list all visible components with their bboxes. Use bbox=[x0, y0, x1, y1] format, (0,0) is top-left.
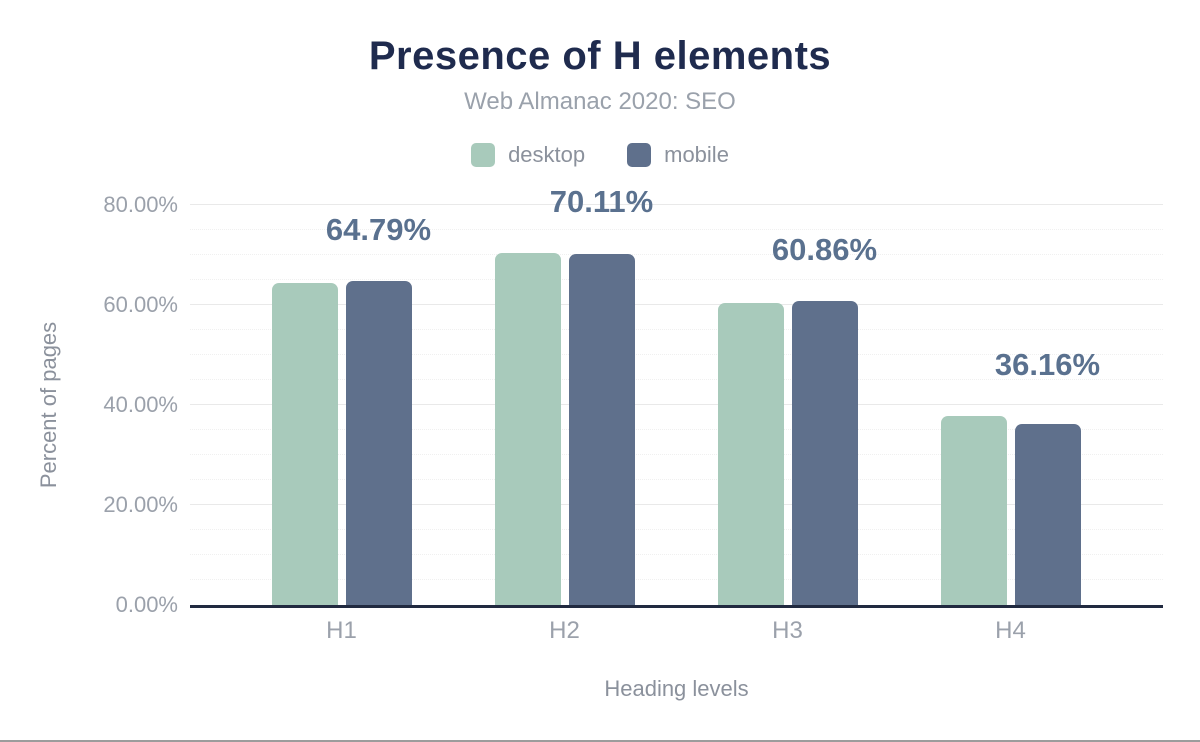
gridline-major-20 bbox=[190, 504, 1163, 505]
x-tick-h3: H3 bbox=[772, 617, 803, 644]
legend-label: desktop bbox=[508, 142, 586, 167]
bar-mobile-h3[interactable] bbox=[791, 300, 858, 605]
x-tick-h1: H1 bbox=[326, 617, 357, 644]
gridline-minor-65 bbox=[190, 279, 1163, 280]
chart-subtitle: Web Almanac 2020: SEO bbox=[464, 88, 736, 115]
bar-group-h4: 36.16% bbox=[899, 205, 1122, 605]
gridline-minor-70 bbox=[190, 254, 1163, 255]
gridline-minor-5 bbox=[190, 579, 1163, 580]
legend-item-desktop: desktop bbox=[471, 142, 585, 168]
gridline-minor-75 bbox=[190, 229, 1163, 230]
gridline-minor-10 bbox=[190, 554, 1163, 555]
bar-group-h3: 60.86% bbox=[676, 205, 899, 605]
x-axis-tick-labels: H1 H2 H3 H4 bbox=[190, 617, 1163, 645]
gridline-minor-35 bbox=[190, 429, 1163, 430]
bar-mobile-h4[interactable] bbox=[1014, 424, 1081, 605]
gridline-major-60 bbox=[190, 304, 1163, 305]
bar-mobile-h2[interactable] bbox=[568, 254, 635, 605]
y-tick-60: 60.00% bbox=[103, 292, 178, 317]
bar-desktop-h1[interactable] bbox=[271, 283, 338, 605]
legend-label: mobile bbox=[664, 142, 729, 167]
bar-group-h2: 70.11% bbox=[453, 186, 676, 605]
y-axis-tick-labels: 0.00% 20.00% 40.00% 60.00% 80.00% bbox=[60, 192, 178, 617]
bar-desktop-h3[interactable] bbox=[717, 303, 784, 605]
legend-item-mobile: mobile bbox=[627, 142, 729, 168]
bar-desktop-h4[interactable] bbox=[940, 416, 1007, 605]
chart-title: Presence of H elements bbox=[368, 34, 832, 78]
x-axis-line bbox=[190, 605, 1163, 608]
bar-group-h1: 64.79% bbox=[230, 205, 453, 605]
y-tick-20: 20.00% bbox=[103, 492, 178, 517]
gridline-minor-25 bbox=[190, 479, 1163, 480]
bar-groups: 64.79% 70.11% 60.86% 36.16% bbox=[190, 186, 1163, 605]
x-tick-h2: H2 bbox=[549, 617, 580, 644]
gridline-minor-45 bbox=[190, 379, 1163, 380]
y-tick-80: 80.00% bbox=[103, 192, 178, 217]
gridline-minor-15 bbox=[190, 529, 1163, 530]
data-label-h1: 64.79% bbox=[325, 212, 432, 248]
y-tick-0: 0.00% bbox=[115, 592, 178, 617]
data-label-h3: 60.86% bbox=[771, 231, 878, 267]
data-label-h2: 70.11% bbox=[549, 183, 654, 219]
data-label-h4: 36.16% bbox=[994, 347, 1101, 382]
gridline-minor-55 bbox=[190, 329, 1163, 330]
page-divider bbox=[0, 740, 1200, 742]
x-axis-title: Heading levels bbox=[604, 676, 749, 701]
gridline-major-80 bbox=[190, 204, 1163, 205]
y-axis-title: Percent of pages bbox=[36, 321, 61, 489]
legend-swatch-mobile bbox=[627, 143, 652, 167]
gridline-minor-50 bbox=[190, 354, 1163, 355]
bar-mobile-h1[interactable] bbox=[345, 281, 412, 605]
plot-area: 64.79% 70.11% 60.86% 36.16% bbox=[190, 186, 1163, 608]
gridline-major-40 bbox=[190, 404, 1163, 405]
legend-swatch-desktop bbox=[471, 143, 496, 167]
x-tick-h4: H4 bbox=[995, 617, 1026, 644]
gridline-minor-30 bbox=[190, 454, 1163, 455]
bar-desktop-h2[interactable] bbox=[494, 252, 561, 605]
y-tick-40: 40.00% bbox=[103, 392, 178, 417]
legend: desktop mobile bbox=[0, 142, 1200, 168]
